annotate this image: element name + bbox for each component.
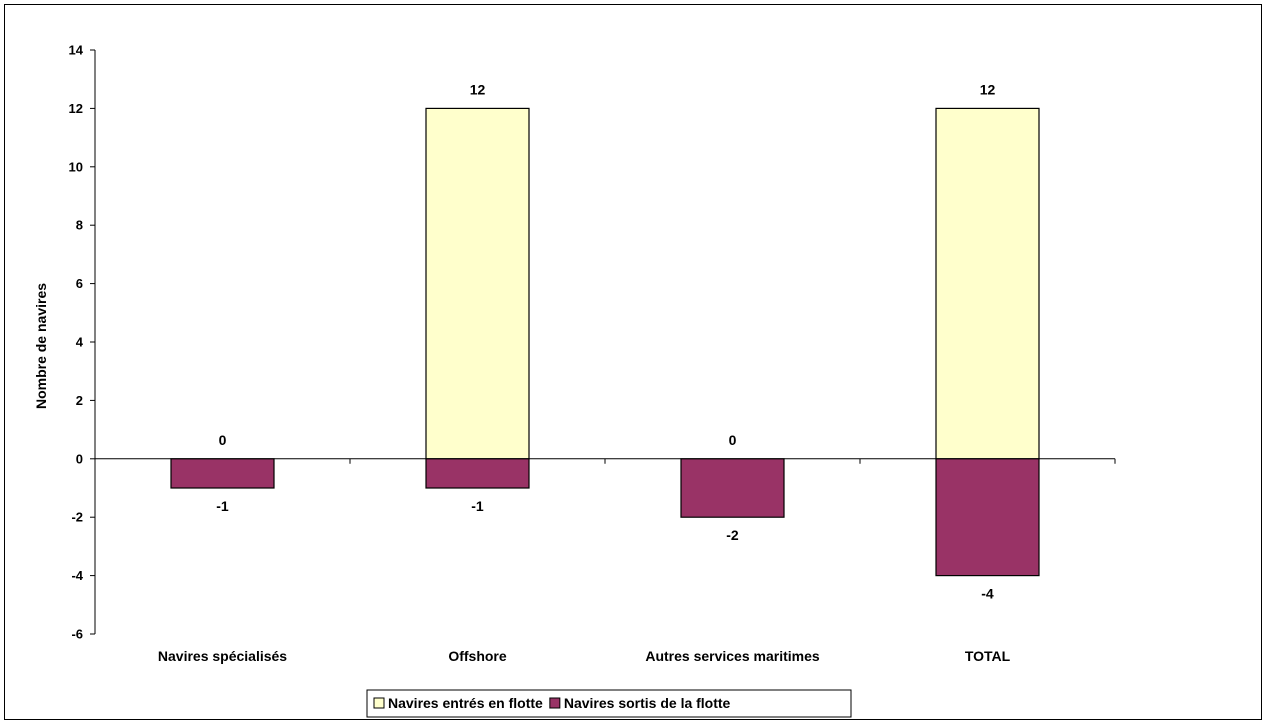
category-label: Autres services maritimes — [645, 648, 820, 664]
data-label: -1 — [471, 498, 484, 514]
legend-swatch — [549, 697, 561, 709]
y-tick-label: 8 — [76, 218, 83, 233]
data-label: -2 — [726, 527, 739, 543]
bar — [935, 458, 1040, 577]
bars — [170, 107, 1040, 577]
data-label: -1 — [216, 498, 229, 514]
y-tick-label: 14 — [69, 43, 84, 58]
y-tick-label: -4 — [71, 568, 83, 583]
legend-label: Navires entrés en flotte — [388, 695, 543, 711]
y-tick-label: 10 — [69, 159, 83, 174]
labels: Navires spécialisés Offshore Autres servic… — [158, 81, 1011, 664]
category-label: Offshore — [448, 648, 507, 664]
data-label: 12 — [980, 81, 996, 97]
y-tick-label: 4 — [76, 335, 84, 350]
category-label: TOTAL — [965, 648, 1011, 664]
bar — [680, 458, 785, 518]
legend: Navires entrés en flotte Navires sortis d… — [366, 689, 852, 718]
legend-label: Navires sortis de la flotte — [564, 695, 731, 711]
y-tick-label: 2 — [76, 393, 83, 408]
legend-swatch — [373, 697, 385, 709]
bar — [425, 458, 530, 489]
y-tick-label: 0 — [76, 451, 83, 466]
data-label: -4 — [981, 586, 994, 602]
data-label: 0 — [219, 432, 227, 448]
chart-frame — [4, 4, 1262, 720]
category-label: Navires spécialisés — [158, 648, 287, 664]
y-tick-label: 6 — [76, 276, 83, 291]
data-label: 0 — [729, 432, 737, 448]
y-tick-label: -6 — [71, 627, 83, 642]
legend-box — [366, 689, 852, 718]
bar — [425, 107, 530, 460]
y-axis-title: Nombre de navires — [33, 283, 49, 409]
bar — [935, 107, 1040, 460]
y-tick-label: 12 — [69, 101, 83, 116]
bar — [170, 458, 275, 489]
data-label: 12 — [470, 81, 486, 97]
y-tick-label: -2 — [71, 510, 83, 525]
